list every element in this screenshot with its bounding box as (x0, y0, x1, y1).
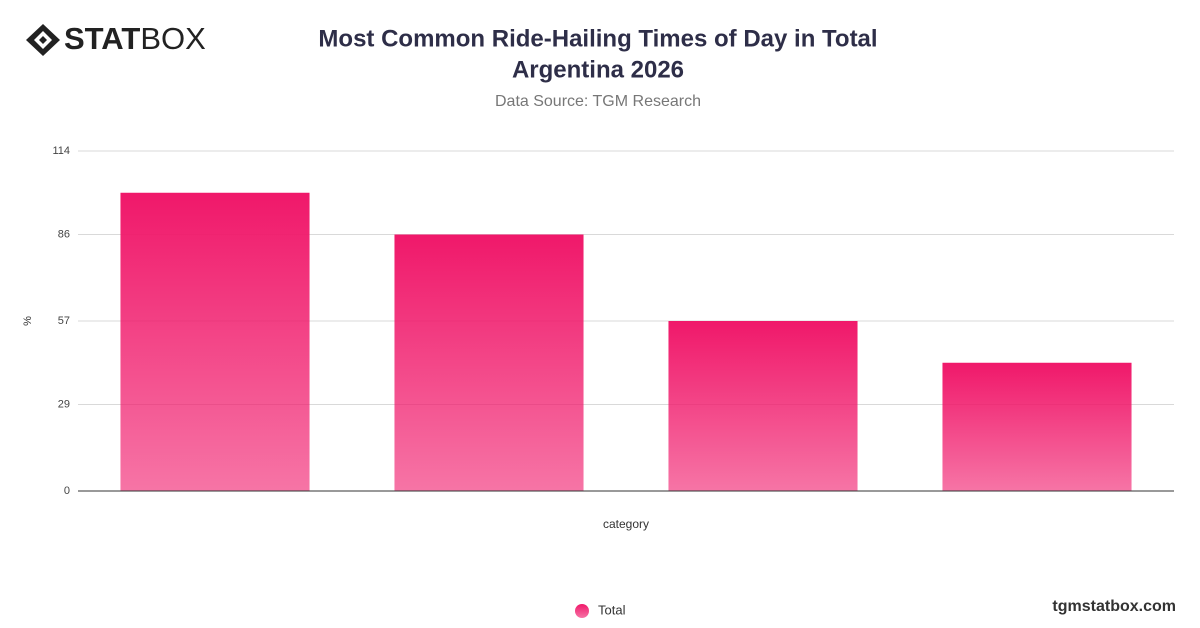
logo-text: STATBOX (64, 21, 206, 56)
logo-icon-core (39, 36, 47, 44)
legend-marker (575, 604, 589, 618)
bar (942, 362, 1132, 491)
y-tick-label: 86 (58, 228, 70, 240)
y-tick-label: 114 (52, 145, 70, 157)
y-axis-label: % (22, 316, 34, 326)
footer: tgmstatbox.com (1052, 598, 1176, 615)
chart-title: Argentina 2026 (512, 56, 684, 83)
chart-subtitle: Data Source: TGM Research (495, 93, 701, 110)
logo: STATBOX (26, 21, 206, 56)
legend-label: Total (598, 602, 626, 617)
logo-light: BOX (140, 21, 206, 56)
bar (394, 234, 584, 491)
bar (668, 321, 858, 491)
y-tick-label: 57 (58, 315, 70, 327)
y-tick-label: 0 (64, 485, 70, 497)
chart-title: Most Common Ride-Hailing Times of Day in… (318, 25, 877, 52)
x-axis-label: category (603, 517, 649, 531)
bar (120, 192, 310, 491)
logo-bold: STAT (64, 21, 140, 56)
y-tick-label: 29 (58, 398, 70, 410)
